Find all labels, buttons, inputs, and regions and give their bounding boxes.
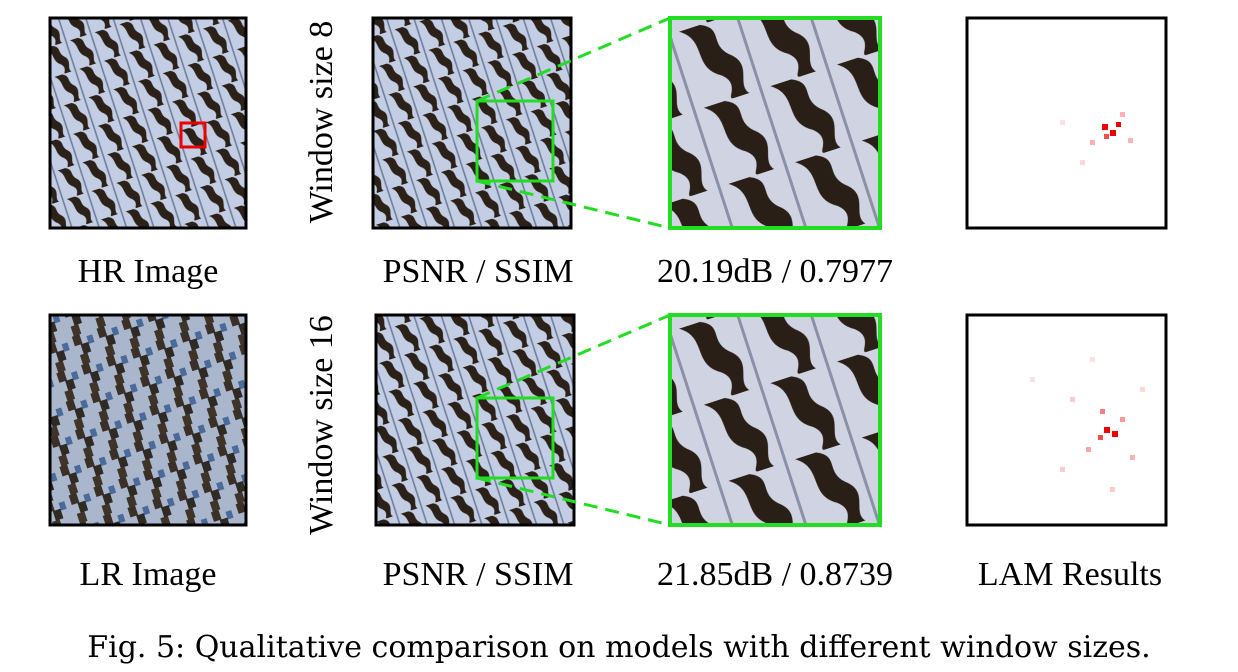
metric-label: PSNR / SSIM <box>383 556 574 593</box>
crop-box <box>179 121 207 149</box>
row-1: Window size 8 HR Image PSNR / SSIM 20.19… <box>48 16 1168 290</box>
image-label: LR Image <box>80 556 217 593</box>
result-image <box>374 313 576 527</box>
lam-heat <box>1030 357 1145 492</box>
lam-heat <box>1060 112 1133 165</box>
metric-label: PSNR / SSIM <box>383 253 574 290</box>
hr-image <box>48 16 248 230</box>
side-label: Window size 16 <box>303 315 340 535</box>
zoom-line <box>476 476 671 527</box>
lr-image <box>48 313 248 527</box>
metric-value: 21.85dB / 0.8739 <box>657 556 893 593</box>
crop-box <box>475 99 555 183</box>
metric-value: 20.19dB / 0.7977 <box>657 253 893 290</box>
result-image <box>371 16 573 230</box>
image-label: HR Image <box>78 253 219 290</box>
row-2: Window size 16 LR Image PSNR / SSIM 21.8… <box>48 313 1168 593</box>
zoom-line <box>476 313 671 400</box>
crop-box <box>475 396 555 480</box>
zoom-image <box>668 313 882 527</box>
caption: Fig. 5: Qualitative comparison on models… <box>87 630 1150 665</box>
zoom-image <box>668 16 882 230</box>
lam-map <box>965 16 1168 230</box>
zoom-line <box>476 179 671 230</box>
image-label: LAM Results <box>978 556 1162 593</box>
zoom-line <box>476 16 671 103</box>
lam-map <box>965 313 1168 527</box>
side-label: Window size 8 <box>303 21 340 224</box>
